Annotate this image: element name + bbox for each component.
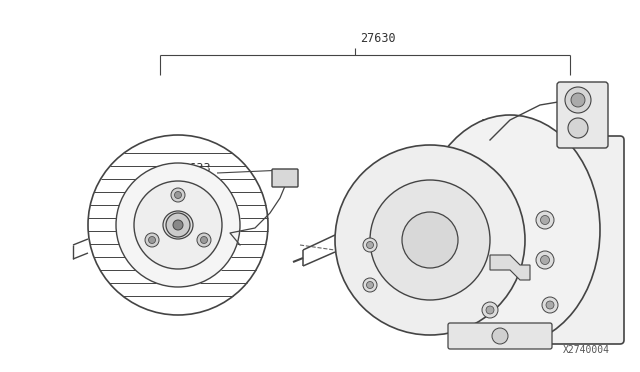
Circle shape: [482, 302, 498, 318]
FancyBboxPatch shape: [557, 82, 608, 148]
Circle shape: [335, 145, 525, 335]
Circle shape: [492, 328, 508, 344]
Circle shape: [536, 251, 554, 269]
Circle shape: [148, 237, 156, 244]
Circle shape: [173, 220, 183, 230]
Circle shape: [546, 301, 554, 309]
Circle shape: [536, 211, 554, 229]
Polygon shape: [490, 255, 530, 280]
Text: X2740004: X2740004: [563, 345, 610, 355]
Circle shape: [200, 237, 207, 244]
Circle shape: [197, 233, 211, 247]
Circle shape: [541, 256, 550, 264]
FancyBboxPatch shape: [272, 169, 298, 187]
FancyBboxPatch shape: [496, 136, 624, 344]
Circle shape: [571, 93, 585, 107]
Circle shape: [367, 282, 374, 289]
Circle shape: [486, 306, 494, 314]
Text: 27633: 27633: [175, 161, 211, 174]
Circle shape: [175, 192, 182, 199]
Circle shape: [402, 212, 458, 268]
Circle shape: [363, 278, 377, 292]
Circle shape: [116, 163, 240, 287]
Circle shape: [367, 241, 374, 248]
Circle shape: [370, 180, 490, 300]
Ellipse shape: [420, 115, 600, 345]
FancyBboxPatch shape: [448, 323, 552, 349]
Circle shape: [541, 215, 550, 224]
Circle shape: [363, 238, 377, 252]
Circle shape: [145, 233, 159, 247]
Circle shape: [166, 213, 190, 237]
Text: 27631: 27631: [480, 119, 516, 131]
Circle shape: [134, 181, 222, 269]
Text: 27630: 27630: [360, 32, 396, 45]
Ellipse shape: [163, 211, 193, 239]
Circle shape: [565, 87, 591, 113]
Circle shape: [568, 118, 588, 138]
Circle shape: [542, 297, 558, 313]
Circle shape: [171, 188, 185, 202]
